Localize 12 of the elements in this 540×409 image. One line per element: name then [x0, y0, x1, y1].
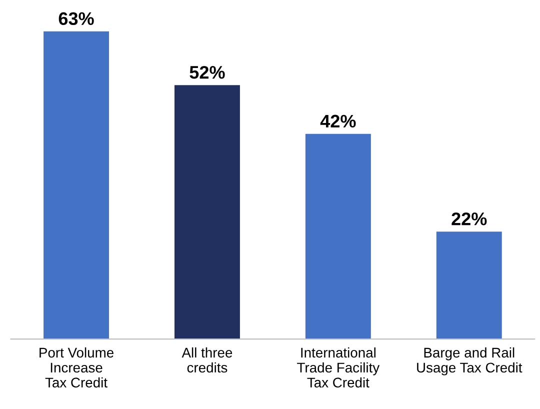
x-tick-label: All three credits: [182, 347, 232, 373]
bar: [436, 232, 502, 340]
data-label: 52%: [190, 66, 225, 79]
bar: [174, 85, 240, 340]
data-label: 22%: [452, 212, 487, 226]
data-label: 63%: [58, 12, 94, 26]
bar: [305, 134, 371, 340]
bar: [44, 31, 110, 340]
x-tick-label: International Trade Facility Tax Credit: [297, 347, 380, 388]
x-tick-label: Port Volume Increase Tax Credit: [40, 347, 114, 388]
x-tick-label: Barge and Rail Usage Tax Credit: [417, 347, 522, 376]
data-label: 42%: [320, 114, 356, 128]
